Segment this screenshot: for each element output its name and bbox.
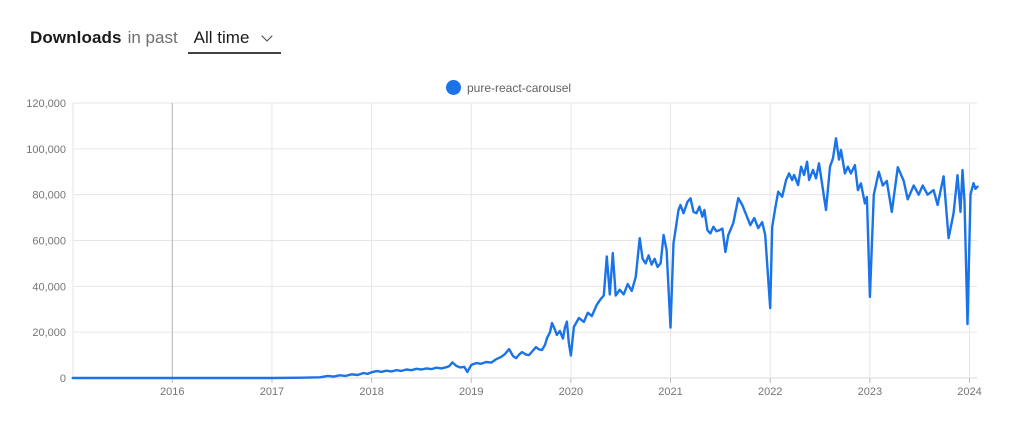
downloads-header: Downloads in past All time [30,28,282,54]
legend-series-label: pure-react-carousel [467,80,572,95]
svg-text:2023: 2023 [858,386,882,398]
time-range-value: All time [193,28,250,47]
page-title: Downloads [30,28,122,47]
svg-text:2017: 2017 [260,386,284,398]
svg-text:2018: 2018 [359,386,383,398]
svg-text:40,000: 40,000 [32,281,66,293]
legend-marker-icon [446,80,461,95]
svg-text:2021: 2021 [658,386,682,398]
svg-text:2020: 2020 [559,386,583,398]
svg-text:100,000: 100,000 [26,144,66,156]
svg-text:2024: 2024 [957,386,981,398]
svg-text:80,000: 80,000 [32,190,66,202]
svg-text:20,000: 20,000 [32,327,66,339]
svg-text:2022: 2022 [758,386,782,398]
svg-text:0: 0 [60,373,66,385]
header-subtitle: in past [127,28,178,47]
svg-text:120,000: 120,000 [26,98,66,110]
svg-text:60,000: 60,000 [32,236,66,248]
time-range-selector[interactable]: All time [187,28,282,54]
svg-text:2016: 2016 [160,386,184,398]
svg-text:2019: 2019 [459,386,483,398]
chart-legend: pure-react-carousel [446,80,571,95]
